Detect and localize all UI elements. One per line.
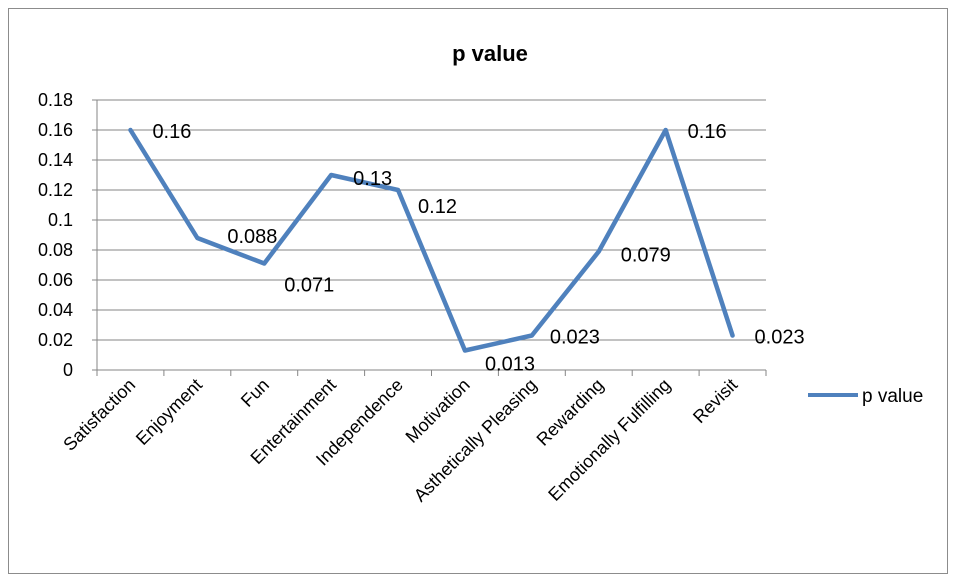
data-label: 0.088	[227, 226, 277, 248]
data-point	[663, 128, 668, 132]
x-category-label: Emotionally Fulfilling	[544, 375, 674, 505]
legend-label: p value	[862, 386, 923, 407]
y-axis-ticks: 0 0.02 0.04 0.06 0.08 0.1 0.12 0.14 0.16 0.18	[38, 90, 73, 380]
data-point	[730, 333, 735, 338]
y-tick-label: 0.18	[38, 90, 73, 110]
y-tick-label: 0.08	[38, 240, 73, 260]
x-category-label: Fun	[237, 375, 273, 411]
x-category-label: Enjoyment	[132, 375, 206, 449]
data-point	[128, 128, 133, 132]
series-layer	[128, 127, 735, 353]
x-category-label: Satisfaction	[59, 375, 139, 455]
y-tick-label: 0.06	[38, 270, 73, 290]
data-label: 0.079	[621, 245, 671, 267]
data-point	[195, 236, 200, 240]
gridlines	[92, 99, 766, 371]
data-point	[529, 333, 534, 338]
data-label: 0.071	[284, 275, 334, 297]
data-labels: 0.16 0.088 0.071 0.13 0.12 0.013 0.023 0.079 0.1…	[152, 121, 804, 376]
x-category-label: Revisit	[689, 375, 741, 427]
data-point	[596, 249, 601, 254]
y-tick-label: 0.02	[38, 330, 73, 350]
chart-title: p value	[452, 41, 528, 66]
data-point	[396, 188, 401, 192]
y-tick-label: 0.12	[38, 180, 73, 200]
data-label: 0.023	[755, 327, 805, 349]
y-tick-label: 0.14	[38, 150, 73, 170]
axes	[96, 100, 767, 376]
data-label: 0.12	[418, 196, 457, 218]
data-label: 0.16	[152, 121, 191, 143]
data-point	[262, 261, 267, 266]
legend: p value	[808, 386, 923, 407]
data-point	[462, 348, 467, 353]
y-tick-label: 0	[63, 360, 73, 380]
y-tick-label: 0.16	[38, 120, 73, 140]
chart-frame	[8, 8, 948, 574]
series-line	[128, 127, 735, 353]
y-tick-label: 0.1	[48, 210, 73, 230]
y-tick-label: 0.04	[38, 300, 73, 320]
x-category-label: Motivation	[402, 375, 474, 447]
data-point	[329, 173, 334, 177]
x-category-label: Asthetically Pleasing	[410, 375, 541, 506]
data-label: 0.13	[353, 168, 392, 190]
data-label: 0.023	[550, 327, 600, 349]
data-label: 0.013	[485, 354, 535, 376]
data-label: 0.16	[688, 121, 727, 143]
